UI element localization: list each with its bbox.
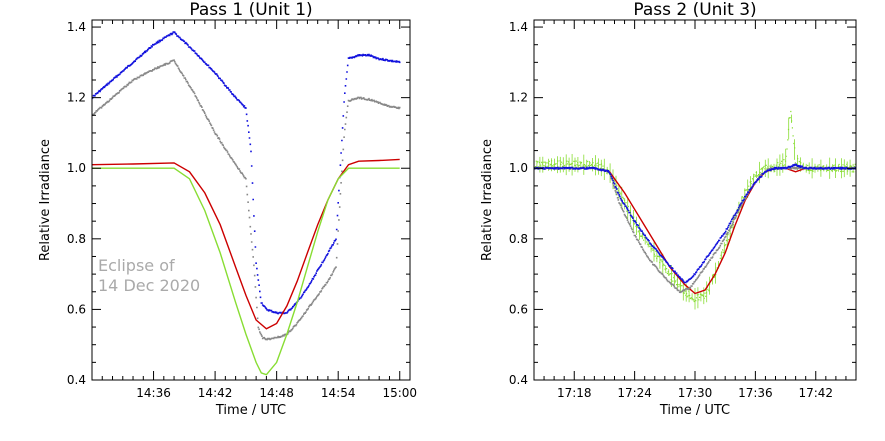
x-tick-label: 14:42 bbox=[198, 386, 233, 400]
y-tick-label: 1.4 bbox=[509, 20, 528, 34]
x-tick-label: 14:48 bbox=[259, 386, 294, 400]
y-tick-label: 0.8 bbox=[509, 232, 528, 246]
y-axis-label: Relative Irradiance bbox=[38, 139, 53, 261]
y-axis-label: Relative Irradiance bbox=[480, 139, 495, 261]
y-tick-label: 1.2 bbox=[509, 91, 528, 105]
plot-frame bbox=[533, 19, 857, 381]
x-tick-label: 17:18 bbox=[557, 386, 592, 400]
x-axis-label: Time / UTC bbox=[215, 403, 286, 418]
x-tick-label: 17:24 bbox=[617, 386, 652, 400]
series-line bbox=[92, 158, 400, 330]
series-4 bbox=[534, 163, 856, 284]
plot-area bbox=[534, 110, 856, 310]
series-points bbox=[534, 163, 856, 284]
series-points bbox=[92, 59, 401, 341]
series-2 bbox=[534, 167, 856, 295]
y-tick-label: 0.4 bbox=[509, 373, 528, 387]
y-tick-label: 0.6 bbox=[509, 302, 528, 316]
y-tick-label: 0.6 bbox=[67, 302, 86, 316]
x-tick-label: 15:00 bbox=[382, 386, 417, 400]
x-tick-label: 17:36 bbox=[738, 386, 773, 400]
y-tick-label: 1.0 bbox=[67, 161, 86, 175]
x-tick-label: 14:36 bbox=[136, 386, 171, 400]
plot-frame bbox=[91, 19, 411, 381]
series-4 bbox=[92, 167, 400, 376]
y-tick-label: 0.8 bbox=[67, 232, 86, 246]
series-3 bbox=[92, 158, 400, 330]
chart-title: Pass 1 (Unit 1) bbox=[189, 0, 312, 20]
chart-panel-2: 0.4 0.6 0.8 1.0 1.2 1.4 17:18 17:24 17:30 17:36 17… bbox=[480, 0, 857, 418]
plot-area bbox=[92, 31, 401, 376]
y-tick-label: 1.2 bbox=[67, 91, 86, 105]
x-tick-label: 14:54 bbox=[321, 386, 356, 400]
y-tick-label: 0.4 bbox=[67, 373, 86, 387]
chart-title: Pass 2 (Unit 3) bbox=[633, 0, 756, 20]
chart-panel-1: 0.4 0.6 0.8 1.0 1.2 1.4 14:36 14:42 14:48 14:54 15… bbox=[38, 0, 417, 418]
series-line bbox=[92, 167, 400, 376]
annotation-line: 14 Dec 2020 bbox=[98, 276, 200, 295]
x-tick-label: 17:42 bbox=[798, 386, 833, 400]
x-tick-label: 17:30 bbox=[678, 386, 713, 400]
y-tick-label: 1.4 bbox=[67, 20, 86, 34]
series-2 bbox=[92, 59, 401, 341]
annotation-line: Eclipse of bbox=[98, 256, 175, 275]
y-tick-label: 1.0 bbox=[509, 161, 528, 175]
x-axis-label: Time / UTC bbox=[659, 403, 730, 418]
series-line bbox=[534, 167, 856, 295]
